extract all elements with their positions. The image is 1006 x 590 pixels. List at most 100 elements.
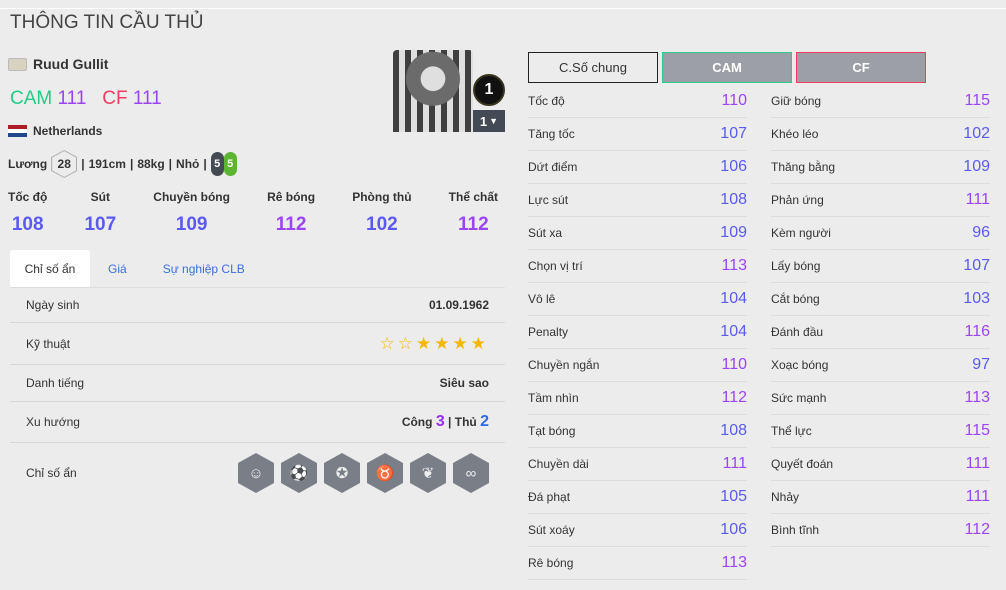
stat-row: Chuyền ngắn 110 — [528, 349, 747, 382]
star-empty-icon: ☆ — [379, 333, 398, 353]
stat-row: Cắt bóng 103 — [771, 283, 990, 316]
main-stat: Phòng thủ 102 — [352, 190, 411, 236]
label: Xu hướng — [26, 415, 80, 429]
row-skill: Kỹ thuật ☆☆★★★★ — [10, 323, 505, 365]
left-foot-icon: 5 — [210, 152, 224, 176]
helmet-head-icon[interactable]: ☺ — [238, 453, 274, 493]
stat-row: Chọn vị trí 113 — [528, 250, 747, 283]
main-stat-label: Chuyền bóng — [153, 190, 230, 204]
stat-value: 108 — [720, 422, 747, 439]
cam-button[interactable]: CAM — [662, 52, 792, 83]
stat-value: 107 — [963, 257, 990, 274]
tab-club-career[interactable]: Sự nghiệp CLB — [162, 261, 245, 276]
main-stat-value: 107 — [84, 214, 117, 235]
salary-value: 28 — [52, 151, 77, 177]
weight: 88kg — [137, 157, 165, 171]
row-birth: Ngày sinh 01.09.1962 — [10, 288, 505, 323]
stat-value: 111 — [965, 488, 990, 505]
stat-row: Sút xa 109 — [528, 217, 747, 250]
divider — [0, 8, 1006, 9]
main-stat-value: 112 — [275, 214, 307, 235]
bull-icon[interactable]: ♉ — [367, 453, 403, 493]
star-filled-icon: ★ — [470, 333, 489, 353]
stat-row: Lấy bóng 107 — [771, 250, 990, 283]
stats-left: Tốc độ 110 Tăng tốc 107 Dứt điểm 106 Lực sút 10… — [528, 85, 747, 580]
stat-label: Penalty — [528, 325, 569, 339]
ovr-cam: 111 — [57, 88, 87, 109]
stat-row: Tốc độ 110 — [528, 85, 747, 118]
stat-value: 110 — [721, 356, 747, 373]
main-stat-value: 109 — [175, 214, 208, 235]
star-filled-icon: ★ — [416, 333, 435, 353]
stat-label: Chọn vị trí — [528, 259, 583, 273]
page-title: THÔNG TIN CẦU THỦ — [10, 12, 204, 33]
stat-label: Tạt bóng — [528, 424, 576, 438]
player-name: Ruud Gullit — [33, 56, 109, 72]
stat-label: Chuyền dài — [528, 457, 589, 471]
stat-row: Dứt điểm 106 — [528, 151, 747, 184]
tab-hidden-stats[interactable]: Chỉ số ẩn — [10, 250, 90, 287]
stat-row: Đánh đầu 116 — [771, 316, 990, 349]
cf-button[interactable]: CF — [796, 52, 926, 83]
nation: Netherlands — [8, 124, 102, 138]
stat-value: 110 — [721, 92, 747, 109]
stat-row: Vô lê 104 — [528, 283, 747, 316]
stat-label: Tốc độ — [528, 94, 565, 108]
label: Ngày sinh — [26, 298, 80, 312]
stat-row: Giữ bóng 115 — [771, 85, 990, 118]
stat-value: 106 — [720, 158, 747, 175]
stat-value: 112 — [721, 389, 747, 406]
main-stat: Chuyền bóng 109 — [153, 190, 230, 236]
stat-value: 113 — [721, 554, 747, 571]
stat-value: 113 — [721, 257, 747, 274]
stat-label: Tăng tốc — [528, 127, 575, 141]
lungs-icon[interactable]: ❦ — [410, 453, 446, 493]
speed-dribble-icon[interactable]: ⚽ — [281, 453, 317, 493]
stat-row: Quyết đoán 111 — [771, 448, 990, 481]
medal-ball-icon[interactable]: ✪ — [324, 453, 360, 493]
main-stat-label: Sút — [90, 190, 110, 204]
star-filled-icon: ★ — [434, 333, 453, 353]
player-photo — [393, 50, 473, 132]
stat-row: Bình tĩnh 112 — [771, 514, 990, 547]
tab-price[interactable]: Giá — [108, 261, 127, 276]
stat-row: Lực sút 108 — [528, 184, 747, 217]
trend-value: Công 3 | Thủ 2 — [401, 413, 489, 430]
tactics-icon[interactable]: ∞ — [453, 453, 489, 493]
stat-value: 111 — [965, 455, 990, 472]
fame-value: Siêu sao — [439, 376, 489, 390]
main-stat: Tốc độ 108 — [8, 190, 47, 236]
stat-mode-buttons: C.Số chung CAM CF — [528, 52, 990, 83]
stat-value: 115 — [964, 422, 990, 439]
season-badge-icon — [8, 57, 27, 71]
stats-columns: Tốc độ 110 Tăng tốc 107 Dứt điểm 106 Lực sút 10… — [528, 85, 990, 580]
stat-row: Sút xoáy 106 — [528, 514, 747, 547]
defense-label: Thủ — [454, 415, 477, 429]
attack-label: Công — [401, 415, 433, 429]
stats-right: Giữ bóng 115 Khéo léo 102 Thăng bằng 109 Phản … — [771, 85, 990, 580]
detail-rows: Ngày sinh 01.09.1962 Kỹ thuật ☆☆★★★★ Danh … — [10, 287, 505, 503]
general-stats-button[interactable]: C.Số chung — [528, 52, 658, 83]
main-stat-value: 102 — [366, 214, 398, 235]
stat-value: 108 — [720, 191, 747, 208]
traits: ☺ ⚽ ✪ ♉ ❦ ∞ — [238, 453, 489, 493]
salary-label: Lương — [8, 157, 48, 171]
stat-value: 116 — [964, 323, 990, 340]
stats-panel: C.Số chung CAM CF Tốc độ 110 Tăng tốc 107 Dứ… — [528, 52, 990, 580]
defense-value: 2 — [480, 413, 489, 430]
attack-value: 3 — [435, 413, 445, 430]
stat-row: Tăng tốc 107 — [528, 118, 747, 151]
nation-name: Netherlands — [33, 124, 103, 138]
stat-label: Lấy bóng — [771, 259, 821, 273]
stat-value: 104 — [720, 323, 747, 340]
stat-label: Dứt điểm — [528, 160, 578, 174]
overall-badge: 1 — [473, 74, 505, 106]
birth-value: 01.09.1962 — [428, 298, 489, 312]
main-stat: Sút 107 — [84, 190, 116, 236]
stat-value: 106 — [720, 521, 747, 538]
stat-value: 107 — [720, 125, 747, 142]
stat-value: 115 — [964, 92, 990, 109]
row-traits: Chỉ số ẩn ☺ ⚽ ✪ ♉ ❦ ∞ — [10, 443, 505, 503]
level-dropdown[interactable]: 1 ▼ — [473, 110, 505, 132]
label: Kỹ thuật — [26, 336, 71, 351]
